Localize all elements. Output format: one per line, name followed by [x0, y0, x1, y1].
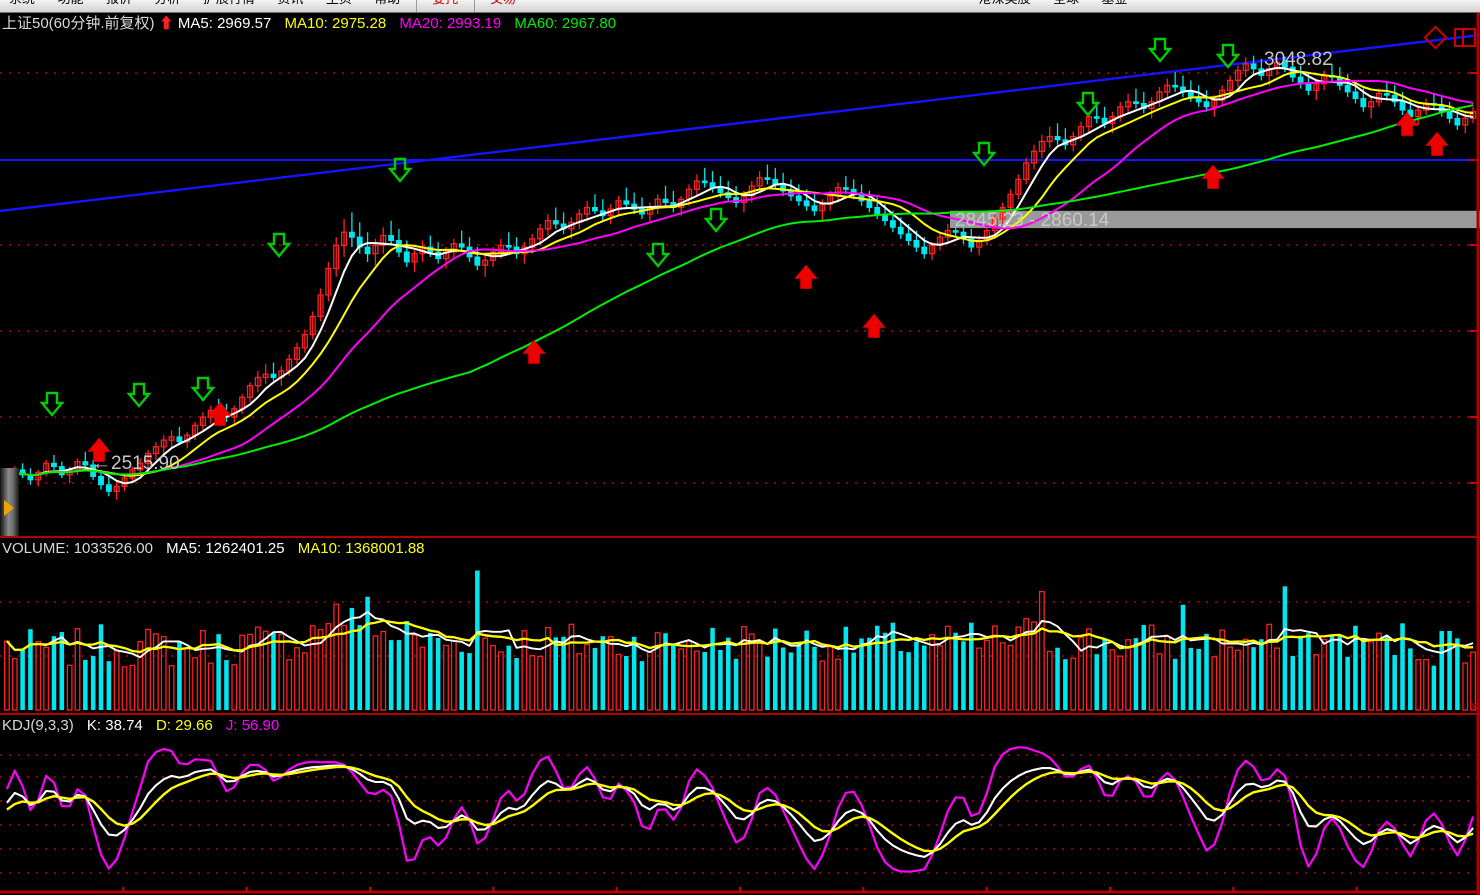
legend-ma10: MA10: 2975.28: [284, 15, 387, 32]
price-legend: 上证50(60分钟.前复权) ⬆ MA5: 2969.57 MA10: 2975…: [2, 15, 625, 32]
toolbar-item-news[interactable]: 资讯: [268, 0, 312, 5]
annotation-low-price: ←2515.90: [92, 453, 180, 474]
legend-ma5: MA5: 2969.57: [177, 15, 272, 32]
toolbar-item-help[interactable]: 帮助: [365, 0, 409, 5]
chart-tool-icons[interactable]: [1421, 25, 1476, 50]
kdj-legend: KDJ(9,3,3) K: 38.74 D: 29.66 J: 56.90: [2, 717, 288, 734]
price-title: 上证50(60分钟.前复权): [2, 15, 155, 32]
toolbar-item-function[interactable]: 功能: [48, 0, 92, 5]
legend-ma20: MA20: 2993.19: [399, 15, 502, 32]
split-window-icon[interactable]: [1454, 28, 1476, 47]
kdj-label: KDJ(9,3,3): [2, 717, 74, 734]
toolbar-item-extended-quotes[interactable]: 扩展行情: [194, 0, 264, 5]
toolbar-separator: [473, 0, 475, 12]
volume-label: VOLUME: 1033526.00: [2, 540, 153, 557]
toolbar-item-hk-us-stocks[interactable]: 港深美股: [970, 0, 1040, 5]
kdj-j: J: 56.90: [225, 717, 280, 734]
toolbar-item-funds[interactable]: 基金: [1093, 0, 1137, 5]
price-chart-panel[interactable]: 上证50(60分钟.前复权) ⬆ MA5: 2969.57 MA10: 2975…: [0, 13, 1480, 538]
toolbar-item-order[interactable]: 委托: [423, 0, 467, 5]
toolbar-item-analysis[interactable]: 分析: [145, 0, 189, 5]
volume-panel[interactable]: VOLUME: 1033526.00 MA5: 1262401.25 MA10:…: [0, 538, 1480, 715]
volume-legend: VOLUME: 1033526.00 MA5: 1262401.25 MA10:…: [2, 540, 434, 557]
toolbar-item-system[interactable]: 系统: [0, 0, 44, 5]
toolbar-item-home[interactable]: 主页: [317, 0, 361, 5]
volume-ma5: MA5: 1262401.25: [166, 540, 285, 557]
volume-bar-plot: [0, 538, 1480, 713]
kdj-k: K: 38.74: [86, 717, 143, 734]
toolbar-item-global[interactable]: 全球: [1044, 0, 1088, 5]
arrow-up-icon: ⬆: [158, 15, 174, 32]
annotation-high-price: 3048.82: [1264, 49, 1333, 70]
legend-ma60: MA60: 2967.80: [514, 15, 617, 32]
diamond-icon[interactable]: [1423, 25, 1448, 50]
close-marker-icon[interactable]: ×: [1469, 698, 1479, 715]
toolbar-item-trade[interactable]: 交易: [481, 0, 525, 5]
scroll-left-handle-icon[interactable]: [0, 468, 19, 536]
toolbar-separator: [415, 0, 417, 12]
annotation-price-band: 2845.23 - 2860.14: [955, 210, 1110, 231]
main-toolbar[interactable]: 系统 功能 报价 分析 扩展行情 资讯 主页 帮助 委托 交易 港深美股 全球 …: [0, 0, 1480, 13]
toolbar-item-quotes[interactable]: 报价: [97, 0, 141, 5]
kdj-panel[interactable]: KDJ(9,3,3) K: 38.74 D: 29.66 J: 56.90: [0, 715, 1480, 895]
kdj-line-plot: [0, 715, 1480, 895]
kdj-d: D: 29.66: [155, 717, 213, 734]
price-candlestick-plot: [0, 13, 1480, 536]
left-arrow-icon: ←: [92, 453, 111, 474]
volume-ma10: MA10: 1368001.88: [297, 540, 425, 557]
